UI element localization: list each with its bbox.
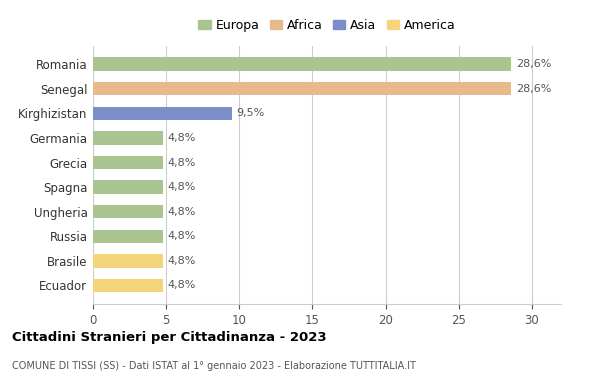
- Text: 28,6%: 28,6%: [515, 59, 551, 69]
- Text: COMUNE DI TISSI (SS) - Dati ISTAT al 1° gennaio 2023 - Elaborazione TUTTITALIA.I: COMUNE DI TISSI (SS) - Dati ISTAT al 1° …: [12, 361, 416, 371]
- Text: 4,8%: 4,8%: [167, 182, 196, 192]
- Text: 4,8%: 4,8%: [167, 256, 196, 266]
- Text: 9,5%: 9,5%: [236, 108, 265, 118]
- Bar: [93, 180, 163, 194]
- Text: Cittadini Stranieri per Cittadinanza - 2023: Cittadini Stranieri per Cittadinanza - 2…: [12, 331, 326, 344]
- Bar: [93, 230, 163, 243]
- Bar: [93, 279, 163, 292]
- Bar: [93, 156, 163, 169]
- Text: 4,8%: 4,8%: [167, 231, 196, 241]
- Bar: [93, 254, 163, 268]
- Text: 4,8%: 4,8%: [167, 157, 196, 168]
- Text: 4,8%: 4,8%: [167, 133, 196, 143]
- Bar: [93, 106, 232, 120]
- Text: 28,6%: 28,6%: [515, 84, 551, 94]
- Bar: [93, 57, 511, 71]
- Bar: [93, 82, 511, 95]
- Legend: Europa, Africa, Asia, America: Europa, Africa, Asia, America: [196, 16, 458, 34]
- Text: 4,8%: 4,8%: [167, 207, 196, 217]
- Bar: [93, 131, 163, 145]
- Bar: [93, 205, 163, 218]
- Text: 4,8%: 4,8%: [167, 280, 196, 290]
